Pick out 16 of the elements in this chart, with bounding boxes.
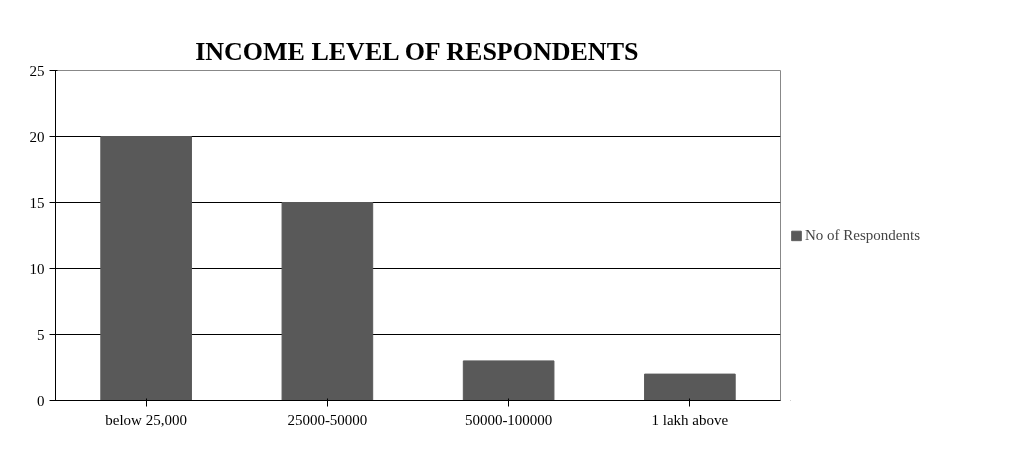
bar xyxy=(100,136,192,401)
x-tick-label: 25000-50000 xyxy=(287,411,368,428)
bar xyxy=(462,360,555,401)
y-tick-label: 0 xyxy=(37,392,45,409)
x-tick-label: below 25,000 xyxy=(105,411,187,428)
y-tick-label: 15 xyxy=(29,194,45,211)
x-tick-label: 1 lakh above xyxy=(651,411,729,428)
chart-title: INCOME LEVEL OF RESPONDENTS xyxy=(195,36,639,66)
y-tick-label: 25 xyxy=(29,62,45,79)
y-tick-label: 10 xyxy=(29,260,45,277)
bar xyxy=(644,373,736,401)
bar xyxy=(281,202,374,401)
y-tick-label: 5 xyxy=(37,326,45,343)
legend-label: No of Respondents xyxy=(805,226,920,244)
x-tick-label: 50000-100000 xyxy=(464,411,553,428)
y-tick-label: 20 xyxy=(29,128,45,145)
